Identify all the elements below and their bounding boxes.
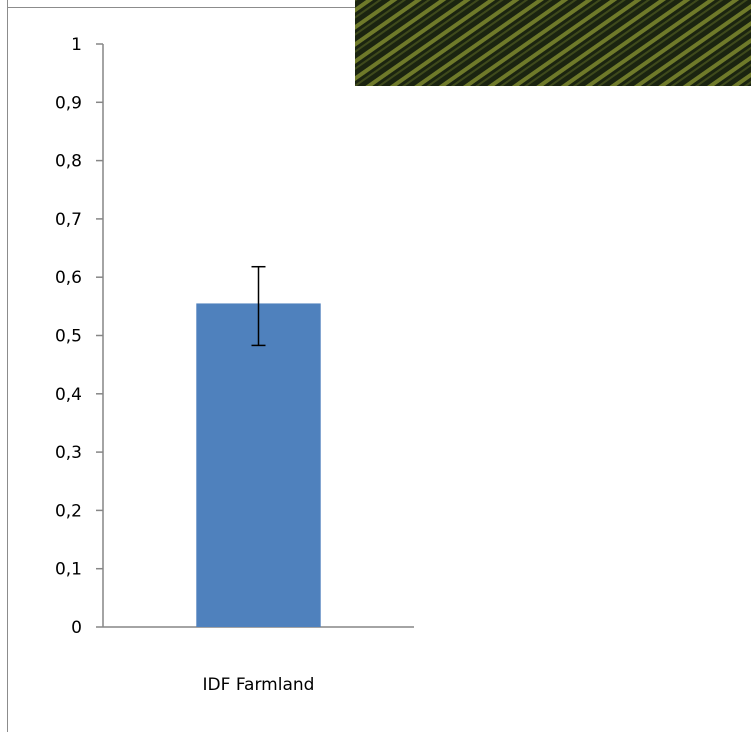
y-tick-label: 0	[71, 618, 82, 638]
y-tick-label: 0,1	[55, 560, 82, 580]
y-tick-label: 0,5	[55, 327, 82, 347]
bar	[196, 303, 321, 627]
y-tick-label: 0,6	[55, 268, 82, 288]
y-tick-label: 1	[71, 35, 82, 55]
x-category-label: IDF Farmland	[203, 675, 315, 695]
y-tick-label: 0,4	[55, 385, 82, 405]
photo-striped-field-icon	[355, 0, 751, 86]
y-tick-label: 0,3	[55, 443, 82, 463]
y-tick-label: 0,7	[55, 210, 82, 230]
bars	[196, 303, 321, 627]
x-category-labels: IDF Farmland	[203, 675, 315, 695]
y-tick-label: 0,2	[55, 501, 82, 521]
y-ticks: 0 0,1 0,2 0,3 0,4 0,5 0,6 0,7 0,8 0,9 1	[55, 35, 103, 638]
y-tick-label: 0,9	[55, 93, 82, 113]
y-tick-label: 0,8	[55, 152, 82, 172]
error-bars	[251, 265, 266, 347]
